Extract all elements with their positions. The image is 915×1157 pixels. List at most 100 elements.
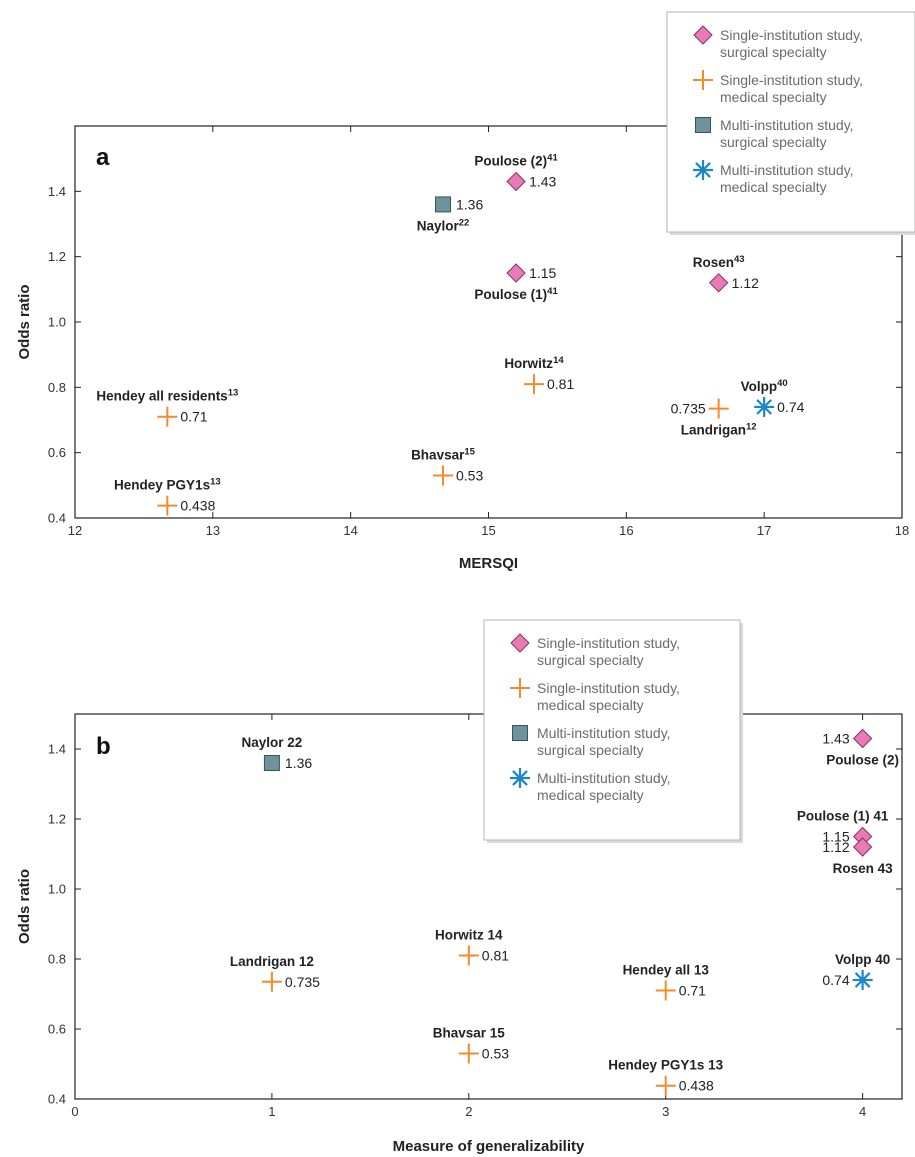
x-tick-label: 17 [757,523,771,538]
legend-entry-line1: Single-institution study, [537,635,680,651]
point-name-label: Horwitz14 [504,355,564,371]
point-name-label: Hendey PGY1s13 [114,477,221,493]
x-tick-label: 0 [71,1104,78,1119]
diamond-icon [693,25,713,45]
plus-marker [655,1075,676,1096]
asterisk-marker [852,970,873,990]
point-value-label: 0.438 [679,1078,714,1094]
legend: Single-institution study,surgical specia… [483,619,743,843]
point-name: Poulose (1) 41 [797,809,889,824]
x-tick-label: 1 [268,1104,275,1119]
data-point: 0.735 Landrigan 12 [230,954,320,992]
y-tick-label: 0.6 [48,445,66,460]
diamond-marker [506,171,526,192]
point-value-label: 1.36 [456,196,483,212]
point-value-label: 0.53 [482,1046,509,1062]
plus-marker [523,374,544,395]
point-reference-superscript: 14 [553,355,564,366]
x-axis-title: MERSQI [459,555,518,572]
point-reference-superscript: 12 [746,422,757,433]
point-name: Landrigan [681,423,746,438]
panel-label: a [96,144,110,171]
x-tick-label: 15 [481,523,495,538]
point-value-label: 0.53 [456,468,483,484]
point-reference-superscript: 22 [459,217,470,228]
y-tick-label: 1.2 [48,249,66,264]
legend-entry-line1: Single-institution study, [537,680,680,696]
legend-entry-ss: Single-institution study,surgical specia… [693,25,863,60]
legend-entry-line2: medical specialty [537,697,644,713]
point-name: Hendey PGY1s [114,478,210,493]
point-name-label: Rosen43 [693,254,745,270]
point-name: Naylor 22 [242,735,303,750]
point-reference-superscript: 41 [547,153,558,164]
y-tick-label: 0.6 [48,1022,66,1037]
point-reference-superscript: 40 [777,378,788,389]
square-marker [263,755,280,771]
point-name: Naylor [417,218,460,233]
point-name: Hendey all residents [96,389,227,404]
y-tick-label: 1.4 [48,742,66,757]
point-name: Volpp 40 [835,952,890,967]
point-name: Horwitz [504,356,553,371]
point-name: Poulose (2) [826,753,899,768]
diamond-marker [506,263,526,283]
point-name-label: Naylor22 [417,217,470,233]
plus-marker [458,945,479,966]
point-name-label: Poulose (1)41 [474,286,558,302]
data-point: 1.43 Poulose (2)41 [474,153,558,192]
point-value-label: 0.735 [671,401,706,417]
data-point: 1.15 Poulose (1)41 [474,263,558,302]
data-point: 0.71 Hendey all residents13 [96,388,238,427]
legend-entry-line1: Multi-institution study, [720,117,854,133]
legend-entry-line1: Multi-institution study, [720,162,854,178]
legend-entry-ss: Single-institution study,surgical specia… [510,633,680,668]
chart-panel-b: 0 1 2 3 4 0.4 0.6 0.8 1.0 1.2 1.4 Measure of genera… [16,619,903,1155]
square-icon [512,725,528,741]
x-tick-label: 13 [206,523,220,538]
point-name-label: Bhavsar 15 [433,1026,506,1041]
asterisk-marker [754,396,775,417]
plus-marker [157,406,178,427]
panel-label: b [96,733,111,760]
point-value-label: 0.71 [679,983,706,999]
y-tick-label: 0.8 [48,380,66,395]
x-tick-label: 3 [662,1104,669,1119]
data-point: 0.438 Hendey PGY1s13 [114,477,221,516]
point-name-label: Naylor 22 [242,735,303,750]
point-name: Rosen 43 [833,861,894,876]
point-name: Landrigan 12 [230,954,314,969]
legend-entry-line2: surgical specialty [720,44,827,60]
point-name-label: Volpp40 [741,378,788,394]
legend-entry-mm: Multi-institution study,medical specialt… [510,768,671,803]
plus-marker [655,980,676,1001]
plus-marker [458,1043,479,1064]
x-tick-label: 16 [619,523,633,538]
plus-marker [157,495,178,516]
plus-marker [261,971,282,992]
y-tick-label: 0.4 [48,511,66,526]
point-name-label: Horwitz 14 [435,928,503,943]
data-point: 0.74 Volpp40 [741,378,805,417]
point-reference-superscript: 15 [464,447,475,458]
point-value-label: 1.15 [529,265,556,281]
data-point: 1.15 Poulose (1) 41 [797,809,889,847]
chart-panel-a: 12 13 14 15 16 17 18 0.4 0.6 0.8 1.0 1.2 1.4 MERSQI Od… [16,11,915,572]
point-value-label: 0.438 [180,498,215,514]
legend-entry-line2: medical specialty [720,179,827,195]
point-name-label: Poulose (2) [826,753,899,768]
point-name: Bhavsar [411,448,465,463]
data-point: 1.12 Rosen43 [693,254,759,293]
point-name: Horwitz 14 [435,928,503,943]
point-name-label: Hendey all 13 [623,963,710,978]
legend-entry-line2: surgical specialty [537,652,644,668]
x-tick-label: 12 [68,523,82,538]
diamond-marker [852,837,873,857]
x-tick-label: 18 [895,523,909,538]
point-value-label: 0.74 [777,399,804,415]
data-point: 0.735 Landrigan12 [671,398,757,438]
legend-entry-ms: Multi-institution study,surgical special… [512,725,671,758]
asterisk-icon [510,768,530,788]
x-axis-title: Measure of generalizability [393,1138,585,1155]
y-tick-label: 1.0 [48,882,66,897]
